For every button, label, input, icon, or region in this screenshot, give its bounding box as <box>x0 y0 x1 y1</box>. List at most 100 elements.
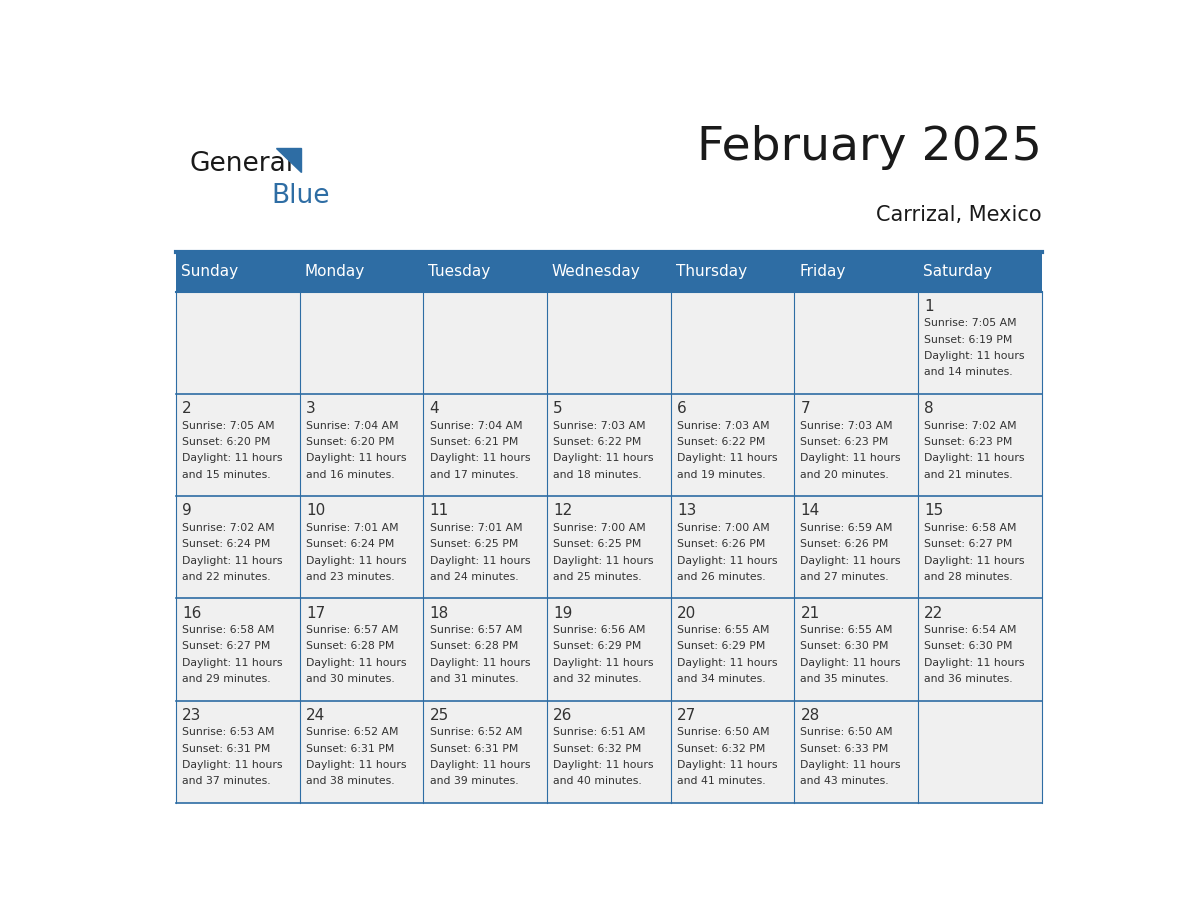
Text: Sunrise: 6:57 AM: Sunrise: 6:57 AM <box>430 625 522 635</box>
Text: 2: 2 <box>182 401 192 416</box>
Text: Sunset: 6:19 PM: Sunset: 6:19 PM <box>924 335 1012 345</box>
Text: Sunrise: 6:54 AM: Sunrise: 6:54 AM <box>924 625 1017 635</box>
Text: 12: 12 <box>554 503 573 519</box>
Text: 15: 15 <box>924 503 943 519</box>
Text: 28: 28 <box>801 708 820 722</box>
Text: Daylight: 11 hours: Daylight: 11 hours <box>677 453 777 464</box>
Text: Sunset: 6:28 PM: Sunset: 6:28 PM <box>430 642 518 652</box>
Text: Sunset: 6:27 PM: Sunset: 6:27 PM <box>182 642 271 652</box>
Text: and 28 minutes.: and 28 minutes. <box>924 572 1012 582</box>
Text: Sunset: 6:30 PM: Sunset: 6:30 PM <box>924 642 1012 652</box>
Bar <box>918 292 1042 394</box>
Bar <box>299 599 423 700</box>
Text: Daylight: 11 hours: Daylight: 11 hours <box>307 453 406 464</box>
Text: Sunset: 6:25 PM: Sunset: 6:25 PM <box>430 539 518 549</box>
Bar <box>176 252 1042 292</box>
Text: Sunrise: 7:01 AM: Sunrise: 7:01 AM <box>430 523 523 532</box>
Text: and 19 minutes.: and 19 minutes. <box>677 470 765 480</box>
Text: and 14 minutes.: and 14 minutes. <box>924 367 1012 377</box>
Text: Daylight: 11 hours: Daylight: 11 hours <box>677 657 777 667</box>
Text: 23: 23 <box>182 708 202 722</box>
Text: 11: 11 <box>430 503 449 519</box>
Text: Daylight: 11 hours: Daylight: 11 hours <box>307 760 406 770</box>
Text: Daylight: 11 hours: Daylight: 11 hours <box>430 555 530 565</box>
Text: General: General <box>190 151 295 177</box>
Text: 8: 8 <box>924 401 934 416</box>
Text: Carrizal, Mexico: Carrizal, Mexico <box>876 205 1042 225</box>
Text: Sunset: 6:22 PM: Sunset: 6:22 PM <box>677 437 765 447</box>
Text: Sunrise: 7:00 AM: Sunrise: 7:00 AM <box>554 523 646 532</box>
Bar <box>918 700 1042 803</box>
Bar <box>546 497 671 599</box>
Bar <box>671 292 795 394</box>
Text: 4: 4 <box>430 401 440 416</box>
Text: and 16 minutes.: and 16 minutes. <box>307 470 394 480</box>
Text: and 43 minutes.: and 43 minutes. <box>801 777 889 787</box>
Text: and 22 minutes.: and 22 minutes. <box>182 572 271 582</box>
Text: Sunset: 6:32 PM: Sunset: 6:32 PM <box>554 744 642 754</box>
Text: Sunrise: 6:52 AM: Sunrise: 6:52 AM <box>430 727 522 737</box>
Text: Sunrise: 6:58 AM: Sunrise: 6:58 AM <box>182 625 274 635</box>
Text: 21: 21 <box>801 606 820 621</box>
Bar <box>795 497 918 599</box>
Text: and 38 minutes.: and 38 minutes. <box>307 777 394 787</box>
Text: Sunrise: 7:01 AM: Sunrise: 7:01 AM <box>307 523 398 532</box>
Text: 3: 3 <box>307 401 316 416</box>
Bar <box>795 700 918 803</box>
Text: 17: 17 <box>307 606 326 621</box>
Text: and 34 minutes.: and 34 minutes. <box>677 674 765 684</box>
Text: Saturday: Saturday <box>923 264 992 279</box>
Text: Daylight: 11 hours: Daylight: 11 hours <box>924 657 1024 667</box>
Text: Sunrise: 6:50 AM: Sunrise: 6:50 AM <box>677 727 770 737</box>
Text: Sunrise: 6:55 AM: Sunrise: 6:55 AM <box>677 625 770 635</box>
Bar <box>423 700 546 803</box>
Bar <box>546 599 671 700</box>
Text: 7: 7 <box>801 401 810 416</box>
Text: and 31 minutes.: and 31 minutes. <box>430 674 518 684</box>
Text: Sunrise: 6:55 AM: Sunrise: 6:55 AM <box>801 625 893 635</box>
Text: and 15 minutes.: and 15 minutes. <box>182 470 271 480</box>
Text: 10: 10 <box>307 503 326 519</box>
Text: Daylight: 11 hours: Daylight: 11 hours <box>430 657 530 667</box>
Text: Sunrise: 7:02 AM: Sunrise: 7:02 AM <box>182 523 274 532</box>
Polygon shape <box>276 148 302 172</box>
Bar <box>176 700 299 803</box>
Text: Daylight: 11 hours: Daylight: 11 hours <box>430 453 530 464</box>
Text: Sunset: 6:23 PM: Sunset: 6:23 PM <box>801 437 889 447</box>
Bar <box>423 599 546 700</box>
Text: Sunset: 6:24 PM: Sunset: 6:24 PM <box>307 539 394 549</box>
Bar <box>299 292 423 394</box>
Text: 26: 26 <box>554 708 573 722</box>
Text: Daylight: 11 hours: Daylight: 11 hours <box>430 760 530 770</box>
Text: Daylight: 11 hours: Daylight: 11 hours <box>307 657 406 667</box>
Text: Sunrise: 7:04 AM: Sunrise: 7:04 AM <box>430 420 523 431</box>
Bar <box>423 394 546 497</box>
Bar <box>918 394 1042 497</box>
Text: and 24 minutes.: and 24 minutes. <box>430 572 518 582</box>
Text: Sunset: 6:29 PM: Sunset: 6:29 PM <box>677 642 765 652</box>
Text: and 41 minutes.: and 41 minutes. <box>677 777 765 787</box>
Bar <box>671 599 795 700</box>
Text: and 37 minutes.: and 37 minutes. <box>182 777 271 787</box>
Text: 19: 19 <box>554 606 573 621</box>
Text: Sunset: 6:26 PM: Sunset: 6:26 PM <box>677 539 765 549</box>
Text: 20: 20 <box>677 606 696 621</box>
Text: Daylight: 11 hours: Daylight: 11 hours <box>182 453 283 464</box>
Text: 13: 13 <box>677 503 696 519</box>
Text: and 35 minutes.: and 35 minutes. <box>801 674 889 684</box>
Text: Sunrise: 7:05 AM: Sunrise: 7:05 AM <box>182 420 274 431</box>
Text: 22: 22 <box>924 606 943 621</box>
Text: Sunset: 6:30 PM: Sunset: 6:30 PM <box>801 642 889 652</box>
Bar <box>176 292 299 394</box>
Text: Daylight: 11 hours: Daylight: 11 hours <box>924 453 1024 464</box>
Bar <box>918 599 1042 700</box>
Text: Sunset: 6:33 PM: Sunset: 6:33 PM <box>801 744 889 754</box>
Text: Sunset: 6:31 PM: Sunset: 6:31 PM <box>430 744 518 754</box>
Text: 1: 1 <box>924 299 934 314</box>
Text: 9: 9 <box>182 503 192 519</box>
Text: Sunrise: 6:52 AM: Sunrise: 6:52 AM <box>307 727 398 737</box>
Text: Sunset: 6:24 PM: Sunset: 6:24 PM <box>182 539 271 549</box>
Text: and 40 minutes.: and 40 minutes. <box>554 777 642 787</box>
Text: Friday: Friday <box>800 264 846 279</box>
Text: 27: 27 <box>677 708 696 722</box>
